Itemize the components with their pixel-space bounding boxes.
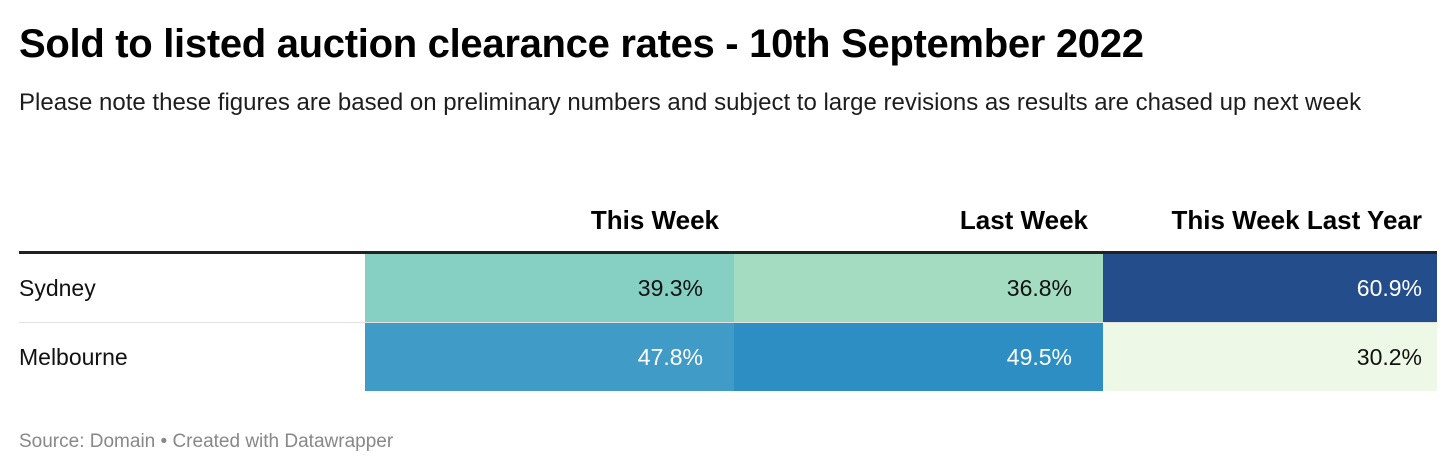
column-header-this-week[interactable]: This Week <box>365 190 734 254</box>
column-header-last-week[interactable]: Last Week <box>734 190 1103 254</box>
cell-sydney-this-week-last-year: 60.9% <box>1103 252 1437 323</box>
table-row-sydney: Sydney 39.3% 36.8% 60.9% <box>19 252 1437 323</box>
credit-link[interactable]: Created with Datawrapper <box>172 431 394 452</box>
chart-footer: Source: Domain • Created with Datawrappe… <box>19 431 393 453</box>
cell-sydney-this-week: 39.3% <box>365 252 734 323</box>
cell-melbourne-this-week-last-year: 30.2% <box>1103 322 1437 391</box>
row-label-melbourne: Melbourne <box>19 343 128 370</box>
header-row-label <box>19 190 365 254</box>
clearance-rate-table: This Week Last Week This Week Last Year … <box>19 190 1437 391</box>
row-label-sydney: Sydney <box>19 252 365 323</box>
cell-melbourne-this-week: 47.8% <box>365 322 734 391</box>
column-header-this-week-last-year[interactable]: This Week Last Year <box>1103 190 1437 254</box>
cell-melbourne-last-week: 49.5% <box>734 322 1103 391</box>
chart-title: Sold to listed auction clearance rates -… <box>19 22 1144 66</box>
footer-separator: • <box>160 431 168 452</box>
table-row-melbourne: Melbourne 47.8% 49.5% 30.2% <box>19 322 1437 391</box>
table-header-row: This Week Last Week This Week Last Year <box>19 190 1437 254</box>
cell-sydney-last-week: 36.8% <box>734 252 1103 323</box>
chart-subtitle: Please note these figures are based on p… <box>19 89 1362 116</box>
source-note: Source: Domain <box>19 431 156 452</box>
